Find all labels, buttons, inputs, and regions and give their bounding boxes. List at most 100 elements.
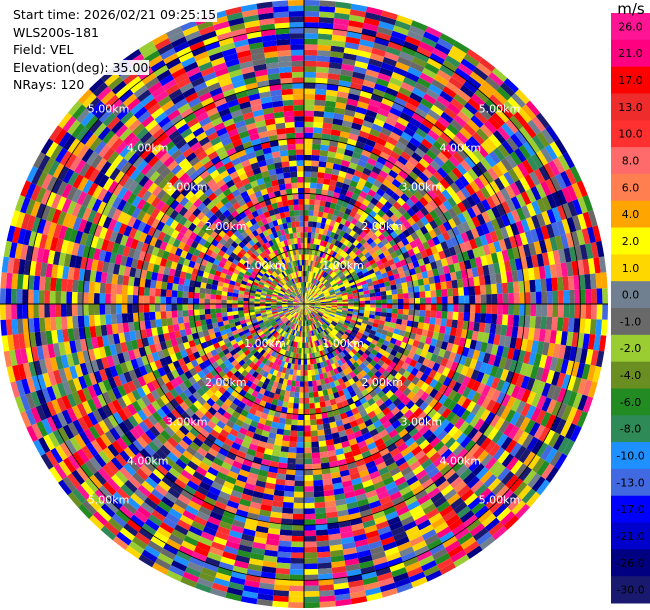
ppi-gate xyxy=(394,188,404,198)
ppi-gate xyxy=(415,228,424,238)
ppi-gate xyxy=(288,591,304,597)
ppi-gate xyxy=(290,546,304,553)
ppi-gate xyxy=(367,321,374,327)
ppi-gate xyxy=(397,56,412,67)
ppi-gate xyxy=(324,167,333,175)
ppi-gate xyxy=(509,411,521,426)
ppi-gate xyxy=(319,296,326,299)
ppi-gate xyxy=(365,244,373,252)
ppi-gate xyxy=(581,363,591,380)
ppi-gate xyxy=(348,301,354,304)
ppi-gate xyxy=(399,111,412,123)
ppi-gate xyxy=(332,29,348,37)
ppi-gate xyxy=(311,154,320,162)
ppi-gate xyxy=(429,283,436,291)
ppi-gate xyxy=(551,401,563,417)
ppi-gate xyxy=(522,327,530,340)
ppi-gate xyxy=(451,135,465,148)
ppi-gate xyxy=(425,247,433,257)
ppi-gate xyxy=(154,296,161,304)
ppi-gate xyxy=(433,100,447,112)
ppi-gate xyxy=(319,0,336,8)
ppi-gate xyxy=(71,291,78,304)
ppi-gate xyxy=(306,271,310,277)
ppi-gate xyxy=(394,438,405,448)
ppi-gate xyxy=(398,215,408,224)
ppi-gate xyxy=(382,350,391,359)
ppi-gate xyxy=(309,304,315,306)
ppi-gate xyxy=(339,250,346,257)
ppi-gate xyxy=(61,316,68,330)
ppi-gate xyxy=(528,171,541,187)
ppi-gate xyxy=(496,391,506,405)
ppi-gate xyxy=(429,388,439,399)
ppi-gate xyxy=(150,319,157,329)
ppi-gate xyxy=(182,310,189,317)
ppi-gate xyxy=(396,116,410,127)
ppi-gate xyxy=(310,430,318,437)
ppi-gate xyxy=(243,306,250,311)
ppi-gate xyxy=(443,127,456,140)
ppi-gate xyxy=(320,298,326,301)
ppi-gate xyxy=(447,400,457,412)
ppi-gate xyxy=(409,480,422,491)
ppi-gate xyxy=(353,326,360,332)
ppi-gate xyxy=(357,288,364,293)
ppi-gate xyxy=(560,262,568,277)
ppi-gate xyxy=(414,266,422,274)
ppi-gate xyxy=(348,304,354,307)
ppi-gate xyxy=(531,340,539,354)
ppi-gate xyxy=(503,515,519,530)
ppi-gate xyxy=(326,347,332,354)
ppi-gate xyxy=(574,304,581,319)
ppi-gate xyxy=(342,297,348,300)
ppi-gate xyxy=(402,264,410,272)
ppi-gate xyxy=(362,167,372,176)
ppi-gate xyxy=(477,266,485,277)
ppi-gate xyxy=(341,63,355,72)
ppi-gate xyxy=(384,438,395,448)
ppi-gate xyxy=(319,150,329,157)
ppi-gate xyxy=(424,385,434,395)
ppi-gate xyxy=(341,310,348,314)
ppi-gate xyxy=(334,314,341,318)
ppi-gate xyxy=(355,358,363,366)
ppi-gate xyxy=(338,319,345,325)
ppi-gate xyxy=(304,16,320,23)
ppi-gate xyxy=(406,320,414,327)
ppi-gate xyxy=(309,277,313,283)
ppi-gate xyxy=(505,154,518,169)
ppi-gate xyxy=(442,265,450,275)
ppi-gate xyxy=(471,330,479,341)
ppi-gate xyxy=(418,41,435,53)
ppi-gate xyxy=(514,414,526,429)
ppi-gate xyxy=(414,200,425,211)
ppi-gate xyxy=(278,540,292,547)
ppi-gate xyxy=(304,154,312,161)
ppi-gate xyxy=(394,227,403,236)
ppi-gate xyxy=(295,375,301,382)
ppi-gate xyxy=(403,126,416,138)
ppi-gate xyxy=(380,394,390,403)
ppi-gate xyxy=(572,376,582,393)
ppi-gate xyxy=(477,106,492,121)
ppi-gate xyxy=(377,209,386,218)
ppi-gate xyxy=(433,324,441,333)
ppi-gate xyxy=(312,294,318,298)
ppi-gate xyxy=(348,20,364,29)
ppi-gate xyxy=(471,430,483,444)
ppi-gate xyxy=(485,343,494,355)
ppi-gate xyxy=(476,213,486,226)
ppi-gate xyxy=(335,278,342,283)
ppi-gate xyxy=(422,256,431,265)
ppi-gate xyxy=(452,204,462,216)
ppi-gate xyxy=(325,320,331,325)
ppi-gate xyxy=(374,287,381,293)
ppi-gate xyxy=(310,238,315,244)
ppi-gate xyxy=(520,375,531,390)
ppi-gate xyxy=(479,313,487,324)
ppi-gate xyxy=(304,116,314,122)
ppi-gate xyxy=(386,331,394,338)
ppi-gate xyxy=(466,195,477,208)
ppi-gate xyxy=(505,456,519,471)
